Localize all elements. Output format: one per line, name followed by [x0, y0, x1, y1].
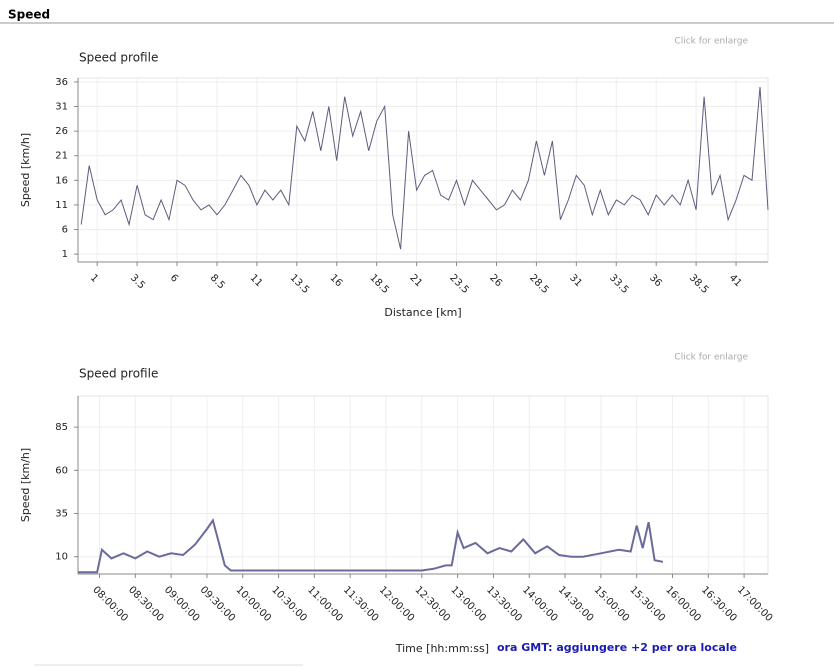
x-tick-label: 16:30:00 [699, 584, 739, 624]
y-tick-label: 36 [55, 77, 68, 88]
x-tick-label: 13.5 [288, 272, 312, 296]
x-tick-label: 26 [487, 272, 504, 289]
x-tick-label: 17:00:00 [735, 584, 775, 624]
y-tick-label: 85 [55, 422, 68, 433]
x-tick-label: 15:00:00 [592, 584, 632, 624]
x-axis-label: Time [hh:mm:ss] [395, 642, 489, 655]
y-axis-label: Speed [km/h] [19, 448, 32, 522]
x-tick-label: 16:00:00 [663, 584, 703, 624]
x-tick-label: 16 [328, 272, 345, 289]
x-tick-label: 36 [647, 272, 664, 289]
x-tick-label: 09:30:00 [198, 584, 238, 624]
x-tick-label: 38.5 [687, 272, 711, 296]
x-tick-label: 14:00:00 [520, 584, 560, 624]
x-tick-label: 15:30:00 [627, 584, 667, 624]
speed-line [80, 86, 769, 250]
chart-title: Speed profile [79, 367, 158, 381]
y-tick-label: 1 [62, 249, 68, 260]
x-tick-label: 08:00:00 [90, 584, 130, 624]
y-tick-label: 10 [55, 552, 68, 563]
plot-area [77, 77, 769, 263]
y-tick-label: 6 [62, 225, 68, 236]
x-tick-label: 13:30:00 [484, 584, 524, 624]
x-tick-label: 31 [567, 272, 584, 289]
timezone-note: ora GMT: aggiungere +2 per ora locale [497, 641, 737, 654]
y-tick-label: 60 [55, 465, 68, 476]
x-tick-label: 28.5 [527, 272, 551, 296]
y-tick-label: 35 [55, 509, 68, 520]
x-tick-label: 11 [248, 272, 265, 289]
y-tick-label: 31 [55, 102, 68, 113]
x-tick-label: 08:30:00 [126, 584, 166, 624]
x-tick-label: 6 [168, 272, 180, 284]
x-tick-label: 11:00:00 [305, 584, 345, 624]
chart-title: Speed profile [79, 51, 158, 65]
x-tick-label: 12:30:00 [413, 584, 453, 624]
y-tick-label: 16 [55, 175, 68, 186]
x-tick-label: 10:00:00 [233, 584, 273, 624]
x-tick-label: 10:30:00 [269, 584, 309, 624]
x-tick-label: 13:00:00 [448, 584, 488, 624]
plot-area [77, 395, 769, 575]
y-tick-label: 21 [55, 151, 68, 162]
x-tick-label: 3.5 [128, 272, 147, 291]
y-tick-label: 11 [55, 200, 68, 211]
x-tick-label: 09:00:00 [162, 584, 202, 624]
x-tick-label: 14:30:00 [556, 584, 596, 624]
x-tick-label: 12:00:00 [377, 584, 417, 624]
x-axis-label: Distance [km] [384, 306, 461, 319]
x-tick-label: 33.5 [607, 272, 631, 296]
y-axis-label: Speed [km/h] [19, 133, 32, 207]
enlarge-link[interactable]: Click for enlarge [674, 37, 748, 47]
x-tick-label: 1 [88, 272, 100, 284]
x-tick-label: 23.5 [447, 272, 471, 296]
x-tick-label: 21 [407, 272, 424, 289]
speed-line [78, 518, 664, 574]
x-tick-label: 8.5 [208, 272, 227, 291]
y-tick-label: 26 [55, 126, 68, 137]
x-tick-label: 41 [727, 272, 744, 289]
section-header: Speed [8, 8, 50, 22]
enlarge-link[interactable]: Click for enlarge [674, 353, 748, 363]
x-tick-label: 11:30:00 [341, 584, 381, 624]
x-tick-label: 18.5 [367, 272, 391, 296]
